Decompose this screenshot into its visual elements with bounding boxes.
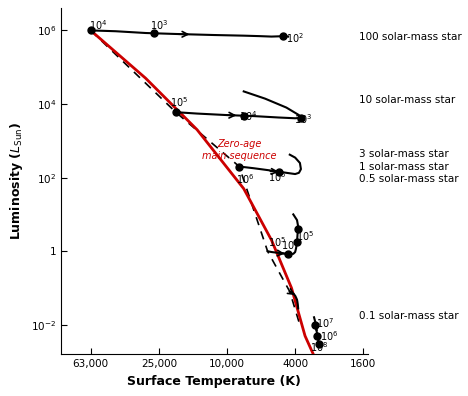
- Text: 1 solar-mass star: 1 solar-mass star: [358, 162, 448, 171]
- Text: $10^5$: $10^5$: [296, 230, 314, 244]
- Text: 10 solar-mass star: 10 solar-mass star: [358, 95, 455, 105]
- Y-axis label: Luminosity ($L_{\mathrm{Sun}}$): Luminosity ($L_{\mathrm{Sun}}$): [8, 122, 25, 240]
- Text: $10^5$: $10^5$: [268, 235, 286, 249]
- Text: $10^4$: $10^4$: [239, 110, 258, 123]
- Text: 0.5 solar-mass star: 0.5 solar-mass star: [358, 175, 458, 185]
- Text: Zero-age
main sequence: Zero-age main sequence: [202, 139, 277, 161]
- Text: 100 solar-mass star: 100 solar-mass star: [358, 32, 461, 42]
- Text: $10^2$: $10^2$: [286, 31, 305, 45]
- Text: $10^5$: $10^5$: [268, 170, 286, 184]
- Text: $10^5$: $10^5$: [170, 95, 189, 109]
- Text: $10^8$: $10^8$: [310, 340, 328, 354]
- Text: $10^6$: $10^6$: [236, 172, 255, 186]
- Text: 3 solar-mass star: 3 solar-mass star: [358, 148, 448, 159]
- X-axis label: Surface Temperature (K): Surface Temperature (K): [127, 375, 301, 388]
- Text: 0.1 solar-mass star: 0.1 solar-mass star: [358, 310, 458, 321]
- Text: $10^6$: $10^6$: [281, 238, 299, 251]
- Text: $10^3$: $10^3$: [150, 18, 168, 32]
- Text: $10^4$: $10^4$: [89, 18, 107, 32]
- Text: $10^3$: $10^3$: [294, 112, 312, 126]
- Text: $10^7$: $10^7$: [316, 316, 334, 330]
- Text: $10^6$: $10^6$: [320, 329, 338, 343]
